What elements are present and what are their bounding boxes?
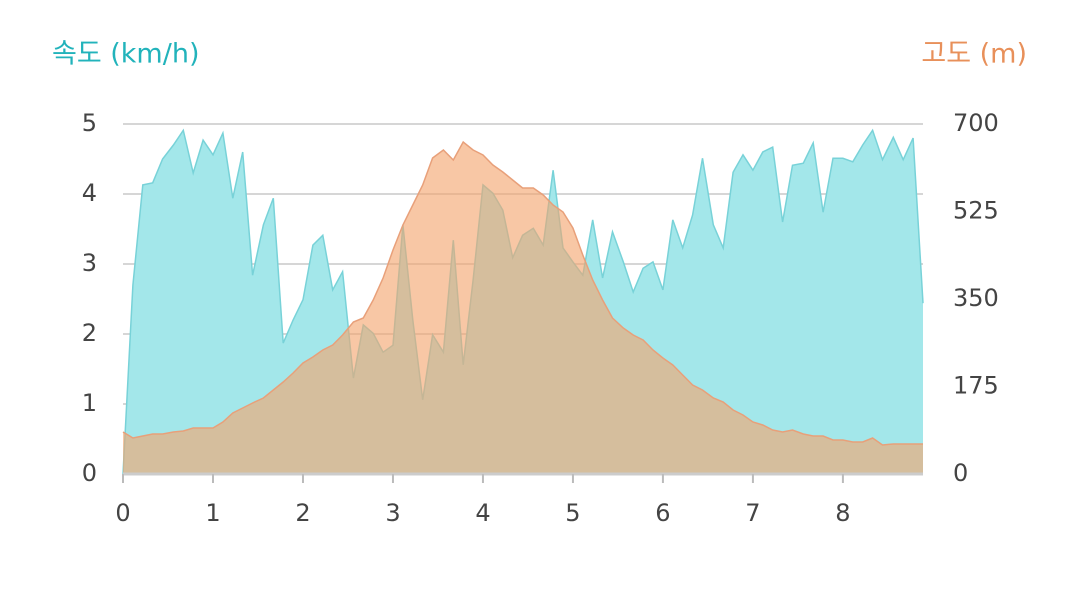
x-tick-label: 7 — [745, 499, 760, 527]
y-tick-label: 2 — [82, 319, 97, 347]
area — [123, 142, 923, 474]
y-tick-label: 3 — [82, 249, 97, 277]
x-tick-label: 1 — [205, 499, 220, 527]
x-tick-label: 3 — [385, 499, 400, 527]
y-tick-label: 4 — [82, 179, 97, 207]
y2-tick-label: 175 — [953, 372, 999, 400]
y2-tick-label: 0 — [953, 459, 968, 487]
x-tick-label: 5 — [565, 499, 580, 527]
x-tick-label: 0 — [115, 499, 130, 527]
y-axis-title: 속도 (km/h) — [52, 39, 199, 70]
y-tick-label: 0 — [82, 459, 97, 487]
y-tick-label: 1 — [82, 389, 97, 417]
x-tick-label: 2 — [295, 499, 310, 527]
y2-tick-label: 525 — [953, 197, 999, 225]
x-tick-label: 4 — [475, 499, 490, 527]
y2-axis-title: 고도 (m) — [921, 39, 1027, 70]
x-tick-label: 6 — [655, 499, 670, 527]
x-tick-label: 8 — [835, 499, 850, 527]
y-tick-label: 5 — [82, 109, 97, 137]
area-line — [122, 140, 923, 446]
y2-tick-label: 350 — [953, 284, 999, 312]
y2-tick-label: 700 — [953, 109, 999, 137]
